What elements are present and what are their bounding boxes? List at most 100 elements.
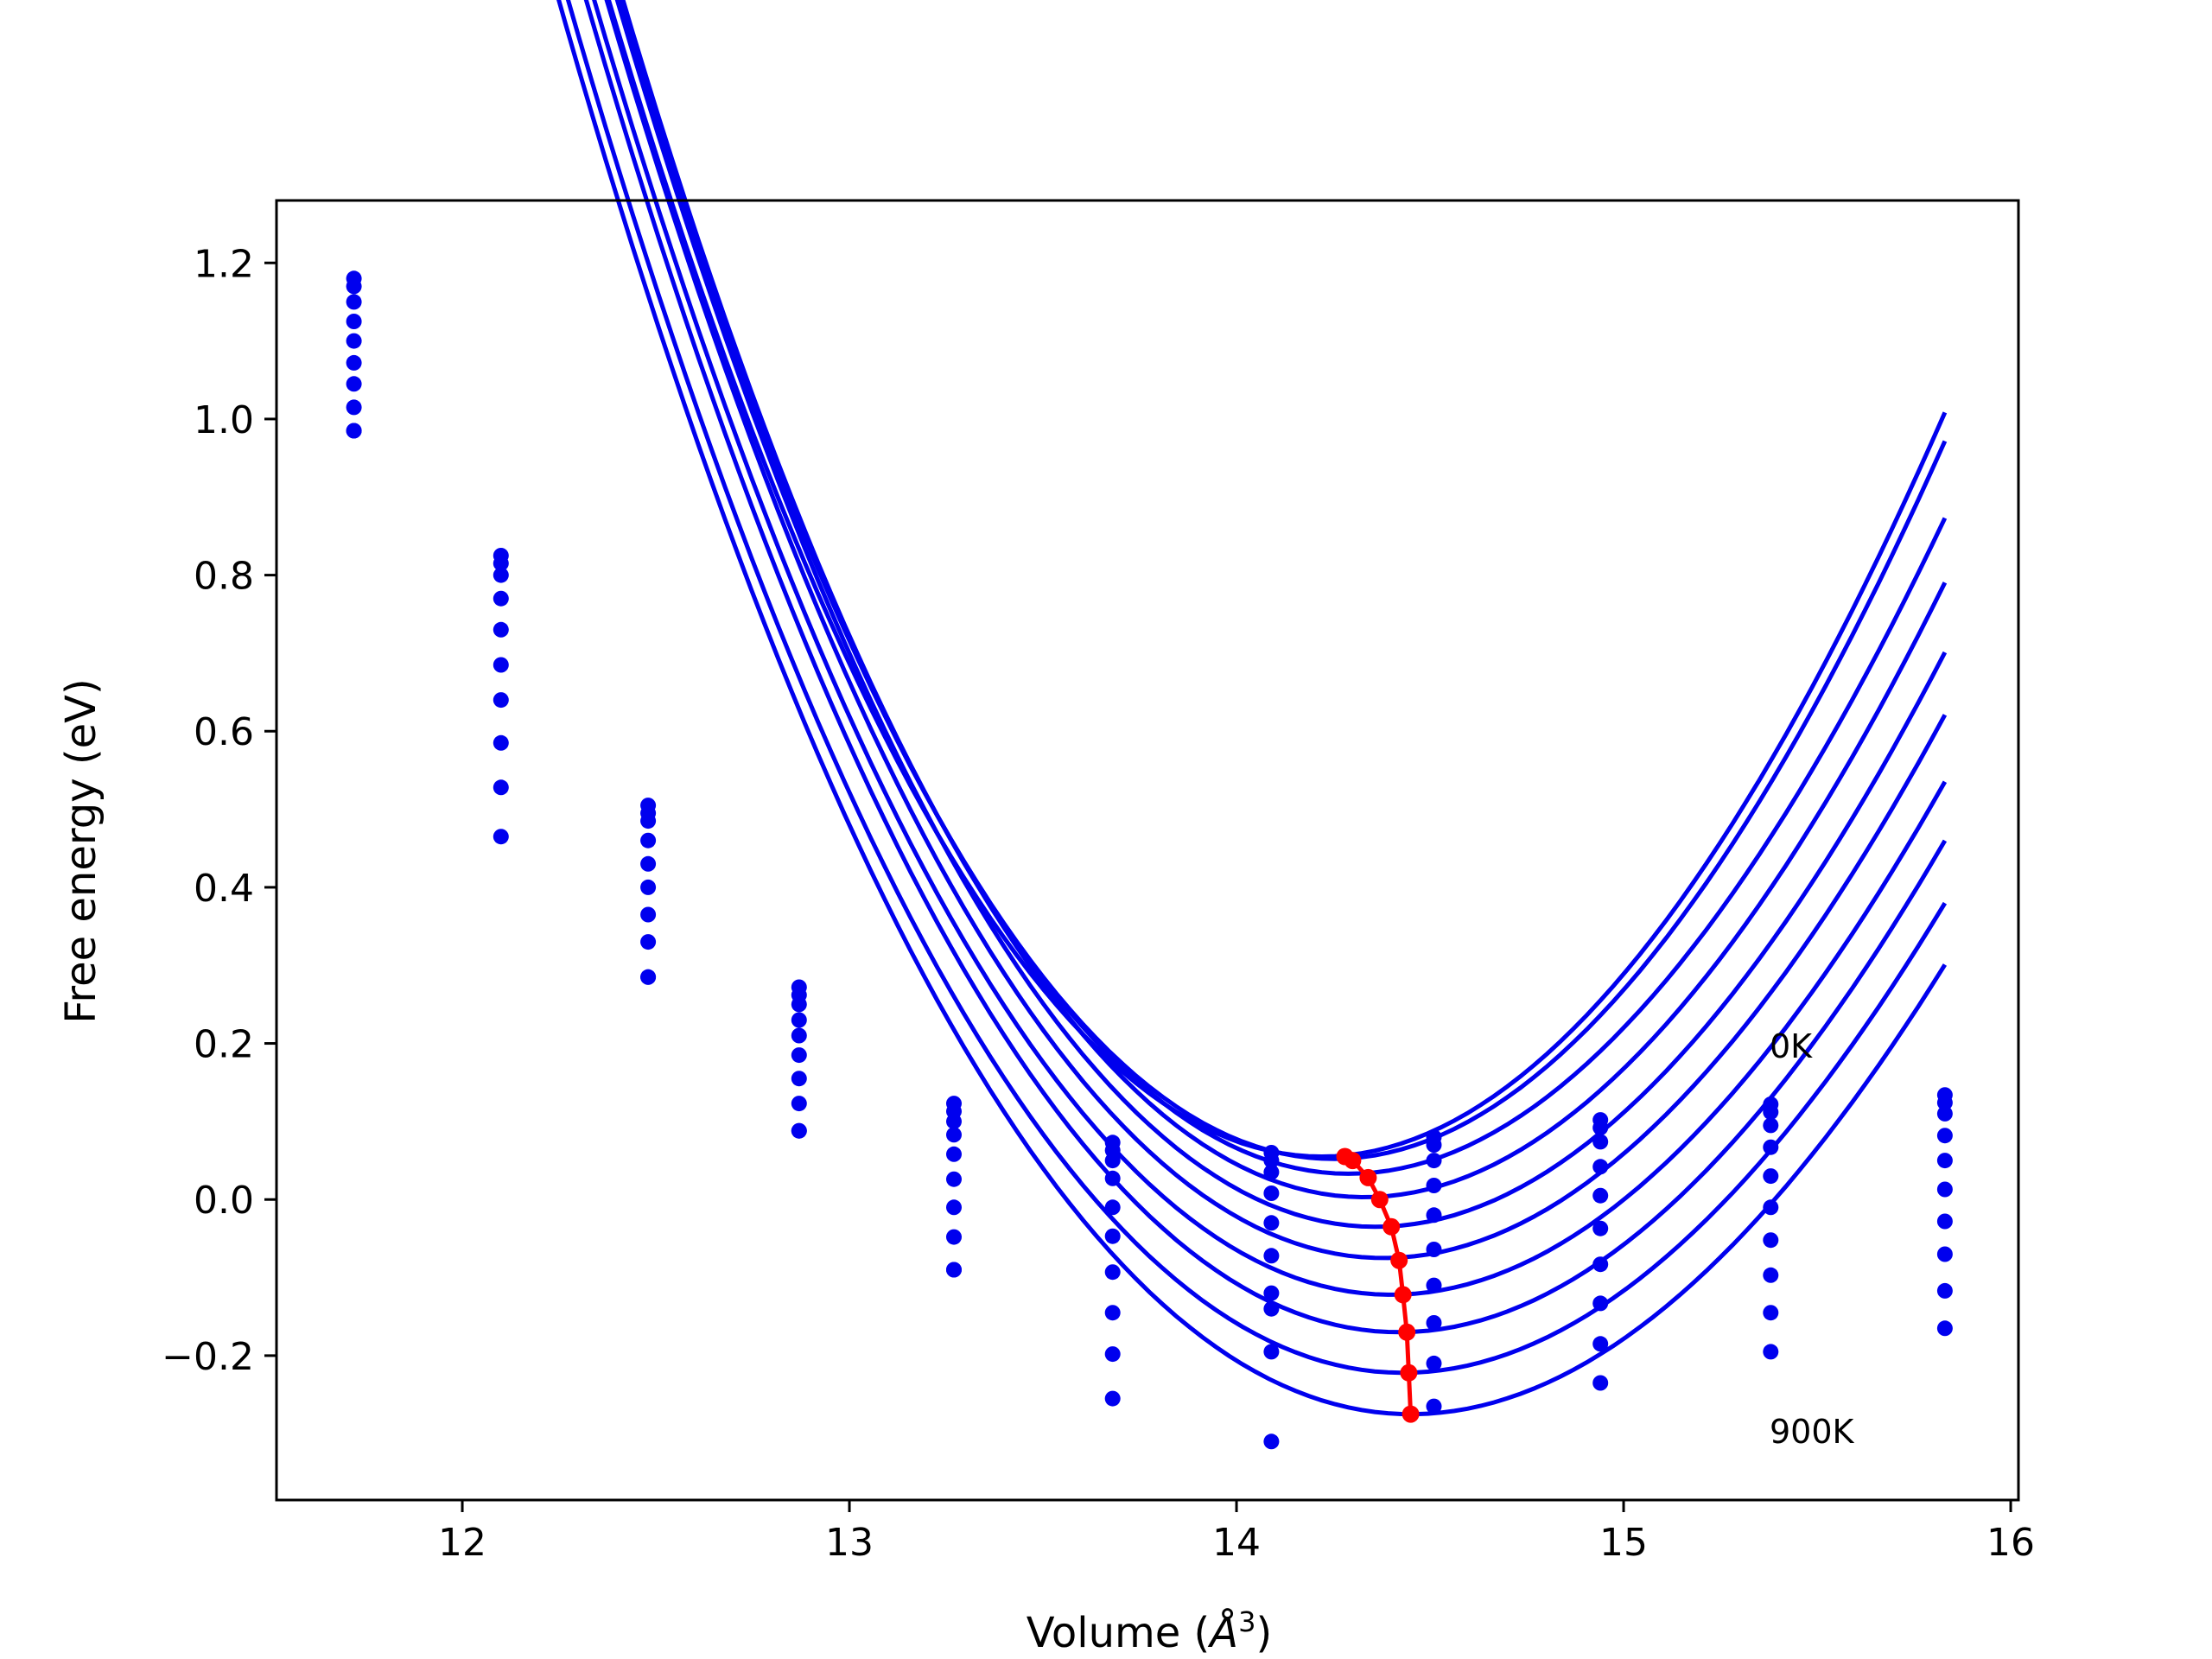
data-point-600K-8 (1592, 1256, 1609, 1273)
minimum-point-1 (1344, 1152, 1362, 1170)
data-point-600K-7 (1426, 1277, 1442, 1294)
x-axis-title-main: Volume ( (1027, 1609, 1211, 1657)
data-point-400K-4 (946, 1146, 962, 1162)
x-tick-label-0: 12 (438, 1521, 486, 1565)
y-axis-title: Free energy (eV) (57, 678, 105, 1023)
data-point-300K-2 (640, 832, 657, 849)
data-point-100K-9 (1763, 1104, 1779, 1121)
data-point-600K-6 (1263, 1285, 1280, 1301)
data-point-800K-1 (493, 779, 509, 796)
data-point-400K-3 (791, 1027, 807, 1044)
data-point-700K-6 (1263, 1300, 1280, 1317)
minima-layer (1336, 1147, 1420, 1423)
data-point-200K-3 (791, 996, 807, 1013)
fit-curve-600K (592, 0, 1948, 1297)
data-point-300K-0 (346, 314, 362, 329)
data-point-500K-0 (346, 354, 362, 371)
fit-curve-400K (614, 0, 1948, 1230)
data-point-400K-5 (1104, 1199, 1121, 1216)
data-point-400K-8 (1592, 1187, 1609, 1204)
y-tick-label-6: 0.0 (194, 1179, 254, 1223)
data-point-100K-0 (346, 278, 362, 295)
data-point-400K-7 (1426, 1207, 1442, 1224)
minima-line (1344, 1154, 1414, 1414)
data-point-700K-7 (1426, 1315, 1442, 1331)
data-point-500K-7 (1426, 1242, 1442, 1257)
data-point-600K-9 (1763, 1232, 1779, 1249)
data-point-800K-8 (1592, 1336, 1609, 1352)
x-axis-title-close: ) (1255, 1609, 1272, 1657)
data-point-300K-7 (1426, 1178, 1442, 1193)
data-point-800K-10 (1936, 1282, 1953, 1299)
data-point-300K-1 (493, 590, 509, 607)
data-point-900K-2 (640, 969, 657, 985)
data-point-400K-1 (493, 621, 509, 638)
data-point-100K-7 (1426, 1137, 1442, 1153)
data-point-700K-2 (640, 934, 657, 950)
y-tick-label-1: 1.0 (194, 398, 254, 442)
data-point-500K-1 (493, 657, 509, 673)
data-point-300K-10 (1936, 1128, 1953, 1144)
data-point-300K-3 (791, 1012, 807, 1028)
fit-curve-900K (556, 0, 1948, 1417)
data-point-400K-6 (1263, 1215, 1280, 1231)
data-point-200K-7 (1426, 1153, 1442, 1169)
data-point-400K-0 (346, 333, 362, 349)
data-point-900K-4 (946, 1262, 962, 1278)
data-point-400K-10 (1936, 1153, 1953, 1169)
annotation-900K: 900K (1770, 1413, 1855, 1451)
fit-curve-800K (565, 0, 1948, 1376)
annotation-0K: 0K (1770, 1027, 1813, 1065)
data-point-300K-9 (1763, 1139, 1779, 1155)
y-tick-label-4: 0.4 (194, 867, 254, 911)
fit-curve-500K (604, 0, 1948, 1261)
data-point-700K-8 (1592, 1295, 1609, 1312)
data-point-900K-9 (1763, 1344, 1779, 1360)
plot-frame (275, 199, 2020, 1502)
x-axis-title-exponent: 3 (1238, 1605, 1255, 1638)
data-point-500K-2 (640, 879, 657, 895)
y-tick-label-0: 1.2 (194, 242, 254, 286)
data-point-700K-1 (493, 734, 509, 751)
data-point-900K-6 (1263, 1433, 1280, 1450)
minimum-point-8 (1400, 1363, 1418, 1382)
data-point-100K-10 (1936, 1095, 1953, 1111)
data-point-500K-8 (1592, 1220, 1609, 1236)
data-point-600K-0 (346, 376, 362, 392)
data-point-600K-4 (946, 1199, 962, 1216)
data-point-600K-10 (1936, 1213, 1953, 1230)
data-point-900K-10 (1936, 1320, 1953, 1337)
data-point-200K-10 (1936, 1105, 1953, 1122)
data-point-900K-5 (1104, 1390, 1121, 1407)
fit-curve-700K (583, 0, 1948, 1335)
data-point-900K-0 (346, 423, 362, 439)
x-axis-title: Volume (Å3) (1027, 1605, 1272, 1657)
data-point-200K-4 (946, 1113, 962, 1129)
data-point-200K-0 (346, 294, 362, 310)
y-tick-label-5: 0.2 (194, 1023, 254, 1067)
y-tick-label-2: 0.8 (194, 555, 254, 599)
data-point-900K-1 (493, 829, 509, 845)
data-point-600K-2 (640, 906, 657, 923)
data-point-600K-1 (493, 692, 509, 709)
data-point-700K-3 (791, 1096, 807, 1112)
x-tick-label-2: 14 (1212, 1521, 1261, 1565)
data-point-700K-10 (1936, 1246, 1953, 1262)
data-point-100K-8 (1592, 1120, 1609, 1136)
data-point-600K-3 (791, 1071, 807, 1087)
ticks-layer: 12 13 14 15 16 1.2 1.0 0.8 0.6 0.4 0.2 0.0 −0.2 (162, 242, 2035, 1565)
series-layer (346, 0, 1953, 1450)
data-point-200K-2 (640, 813, 657, 830)
data-point-900K-3 (791, 1122, 807, 1139)
minimum-point-5 (1390, 1251, 1408, 1269)
data-point-500K-10 (1936, 1181, 1953, 1198)
y-tick-label-7: −0.2 (162, 1335, 254, 1379)
data-point-100K-6 (1263, 1153, 1280, 1169)
data-point-200K-8 (1592, 1134, 1609, 1150)
minimum-point-7 (1398, 1323, 1416, 1341)
data-point-900K-8 (1592, 1375, 1609, 1391)
data-point-300K-5 (1104, 1170, 1121, 1186)
data-point-700K-9 (1763, 1267, 1779, 1283)
data-point-800K-7 (1426, 1355, 1442, 1371)
